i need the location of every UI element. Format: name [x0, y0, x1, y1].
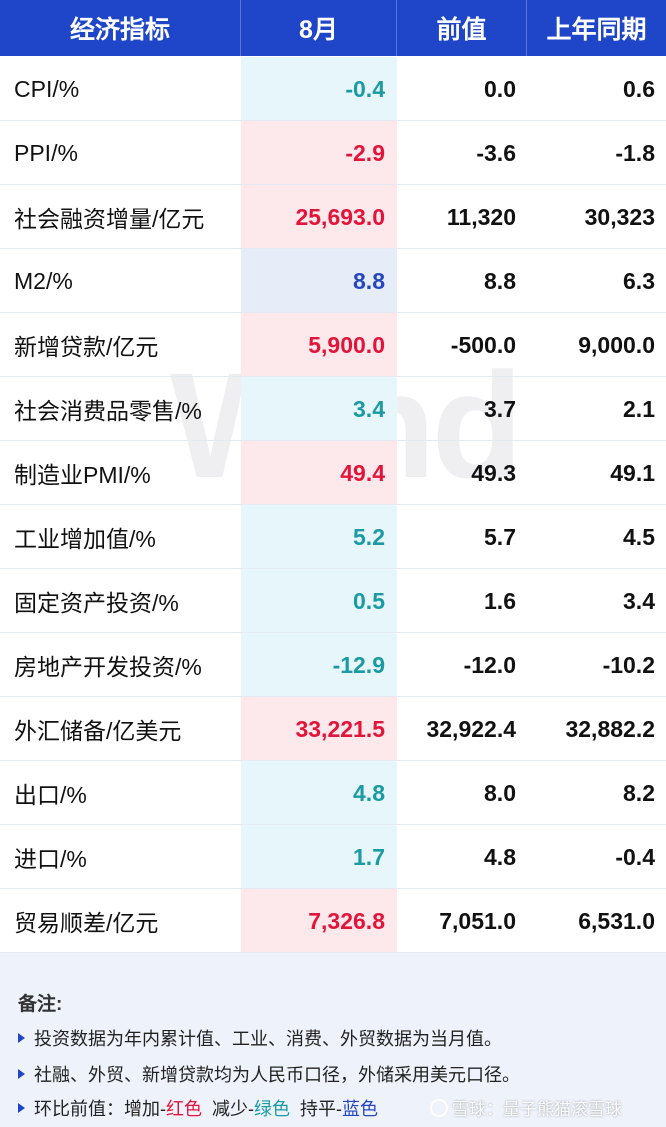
bullet-icon [18, 1069, 25, 1079]
indicator-name: 制造业PMI/% [14, 462, 151, 488]
table-row: 社会融资增量/亿元 25,693.0 11,320 30,323 [0, 185, 666, 249]
indicator-name: 进口/% [14, 846, 87, 872]
snowball-icon [430, 1098, 448, 1117]
previous-value: 32,922.4 [426, 715, 516, 742]
previous-value: -3.6 [476, 139, 516, 166]
header-prev: 前值 [397, 0, 527, 56]
year-ago-value: 3.4 [623, 587, 655, 614]
indicator-name: 出口/% [14, 782, 87, 808]
year-ago-value: 4.5 [623, 523, 655, 550]
current-value: 5.2 [241, 505, 397, 569]
previous-value: 11,320 [446, 203, 516, 230]
indicator-name: 社会消费品零售/% [14, 398, 202, 424]
table-row: 外汇储备/亿美元 33,221.5 32,922.4 32,882.2 [0, 697, 666, 761]
year-ago-value: -1.8 [615, 139, 655, 166]
current-value: -12.9 [241, 633, 397, 697]
notes-panel: 备注: 投资数据为年内累计值、工业、消费、外贸数据为当月值。 社融、外贸、新增贷… [0, 953, 666, 1127]
table-row: CPI/% -0.4 0.0 0.6 [0, 57, 666, 121]
year-ago-value: 6.3 [623, 267, 655, 294]
current-value: 33,221.5 [241, 697, 397, 761]
table-body: CPI/% -0.4 0.0 0.6 PPI/% -2.9 -3.6 -1.8 社会融资增量/亿… [0, 57, 666, 953]
indicator-name: 固定资产投资/% [14, 590, 179, 616]
table-row: 房地产开发投资/% -12.9 -12.0 -10.2 [0, 633, 666, 697]
table-row: PPI/% -2.9 -3.6 -1.8 [0, 121, 666, 185]
legend-blue: 蓝色 [342, 1099, 378, 1119]
bullet-icon [18, 1103, 25, 1113]
year-ago-value: 30,323 [584, 203, 655, 230]
indicator-name: 新增贷款/亿元 [14, 334, 159, 360]
table-header: 经济指标 8月 前值 上年同期 [0, 0, 666, 56]
indicator-name: M2/% [14, 267, 73, 294]
previous-value: 8.8 [484, 267, 516, 294]
note-line-2: 社融、外贸、新增贷款均为人民币口径，外储采用美元口径。 [18, 1061, 520, 1087]
indicator-name: 社会融资增量/亿元 [14, 206, 205, 232]
bullet-icon [18, 1033, 25, 1043]
year-ago-value: -0.4 [615, 843, 655, 870]
year-ago-value: 2.1 [623, 395, 655, 422]
previous-value: -500.0 [450, 331, 516, 358]
note-line-3: 环比前值：增加- 红色 减少- 绿色 持平- 蓝色 [18, 1095, 378, 1121]
previous-value: 4.8 [484, 843, 516, 870]
indicator-name: 工业增加值/% [14, 526, 156, 552]
current-value: 0.5 [241, 569, 397, 633]
current-value: 25,693.0 [241, 185, 397, 249]
indicator-name: PPI/% [14, 139, 78, 166]
notes-title: 备注: [18, 994, 63, 1015]
current-value: -2.9 [241, 121, 397, 185]
previous-value: -12.0 [463, 651, 516, 678]
previous-value: 5.7 [484, 523, 516, 550]
year-ago-value: 0.6 [623, 75, 655, 102]
previous-value: 3.7 [484, 395, 516, 422]
indicator-name: 房地产开发投资/% [14, 654, 202, 680]
table-row: 出口/% 4.8 8.0 8.2 [0, 761, 666, 825]
current-value: 1.7 [241, 825, 397, 889]
previous-value: 49.3 [471, 459, 516, 486]
current-value: 49.4 [241, 441, 397, 505]
year-ago-value: 6,531.0 [578, 907, 655, 934]
table-row: M2/% 8.8 8.8 6.3 [0, 249, 666, 313]
previous-value: 8.0 [484, 779, 516, 806]
current-value: -0.4 [241, 57, 397, 121]
header-yoy: 上年同期 [546, 16, 647, 44]
legend-red: 红色 [166, 1099, 202, 1119]
previous-value: 0.0 [484, 75, 516, 102]
year-ago-value: 8.2 [623, 779, 655, 806]
table-row: 进口/% 1.7 4.8 -0.4 [0, 825, 666, 889]
header-indicator: 经济指标 [0, 0, 241, 56]
indicator-name: 外汇储备/亿美元 [14, 718, 182, 744]
table-row: 贸易顺差/亿元 7,326.8 7,051.0 6,531.0 [0, 889, 666, 953]
year-ago-value: 49.1 [610, 459, 655, 486]
table-row: 新增贷款/亿元 5,900.0 -500.0 9,000.0 [0, 313, 666, 377]
previous-value: 1.6 [484, 587, 516, 614]
table-row: 社会消费品零售/% 3.4 3.7 2.1 [0, 377, 666, 441]
xueqiu-watermark: 雪球：量子熊猫滚雪球 [430, 1095, 622, 1120]
year-ago-value: -10.2 [602, 651, 655, 678]
indicator-name: 贸易顺差/亿元 [14, 910, 159, 936]
current-value: 7,326.8 [241, 889, 397, 953]
note-line-1: 投资数据为年内累计值、工业、消费、外贸数据为当月值。 [18, 1025, 502, 1051]
current-value: 5,900.0 [241, 313, 397, 377]
year-ago-value: 9,000.0 [578, 331, 655, 358]
current-value: 4.8 [241, 761, 397, 825]
current-value: 3.4 [241, 377, 397, 441]
previous-value: 7,051.0 [439, 907, 516, 934]
year-ago-value: 32,882.2 [565, 715, 655, 742]
header-month: 8月 [241, 0, 397, 56]
indicator-name: CPI/% [14, 75, 80, 102]
legend-green: 绿色 [254, 1099, 290, 1119]
table-row: 工业增加值/% 5.2 5.7 4.5 [0, 505, 666, 569]
table-row: 制造业PMI/% 49.4 49.3 49.1 [0, 441, 666, 505]
table-row: 固定资产投资/% 0.5 1.6 3.4 [0, 569, 666, 633]
current-value: 8.8 [241, 249, 397, 313]
